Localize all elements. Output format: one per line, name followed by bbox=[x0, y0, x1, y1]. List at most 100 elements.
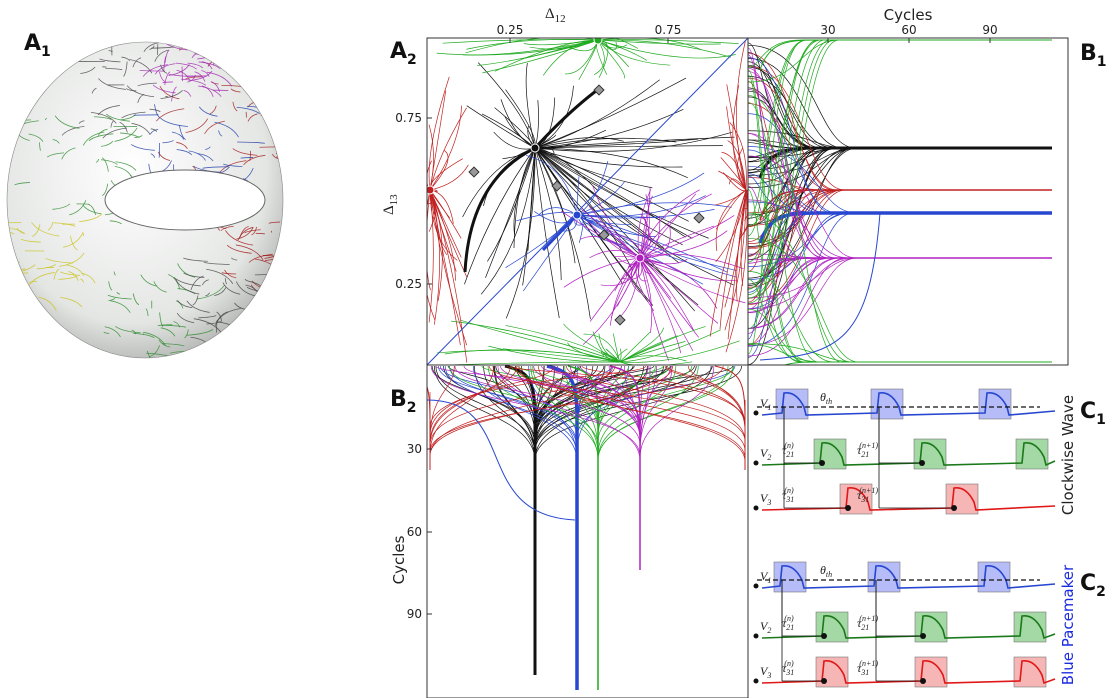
trajectory bbox=[741, 189, 748, 236]
flow-line bbox=[280, 132, 283, 136]
trajectory bbox=[639, 257, 688, 265]
flow-line bbox=[176, 312, 195, 324]
flow-line bbox=[237, 141, 265, 144]
x-tick-label: 30 bbox=[820, 23, 835, 37]
trajectory bbox=[485, 147, 536, 278]
trajectory bbox=[534, 147, 653, 189]
trace bbox=[497, 365, 641, 539]
flow-line bbox=[264, 297, 283, 311]
trajectory bbox=[639, 257, 694, 351]
flow-line bbox=[91, 87, 97, 94]
panel-letter: C bbox=[1080, 399, 1096, 424]
threshold-label: θth bbox=[820, 390, 832, 406]
delay-base: τ bbox=[782, 488, 787, 502]
trajectory bbox=[639, 257, 670, 361]
trajectory bbox=[429, 189, 468, 278]
trace-label-base: V bbox=[760, 446, 769, 460]
trajectory bbox=[534, 136, 735, 149]
flow-line bbox=[69, 200, 87, 216]
flow-line bbox=[224, 269, 237, 279]
flow-line bbox=[29, 281, 38, 283]
flow-line bbox=[46, 152, 64, 158]
flow-line bbox=[143, 331, 166, 346]
b1-frame bbox=[747, 37, 1069, 366]
trajectory bbox=[534, 147, 696, 312]
flow-line bbox=[160, 90, 183, 100]
time-series-right bbox=[748, 39, 1052, 365]
trace-label-sub: 2 bbox=[767, 626, 771, 635]
flow-line bbox=[245, 284, 257, 292]
trace bbox=[748, 308, 1052, 363]
trace bbox=[759, 189, 1052, 221]
trace-label-base: V bbox=[760, 569, 769, 583]
side-label: Blue Pacemaker bbox=[1059, 564, 1077, 685]
trace bbox=[546, 365, 579, 690]
flow-line bbox=[0, 236, 6, 238]
trace bbox=[748, 39, 1052, 263]
delay-sub: 31 bbox=[860, 668, 869, 677]
trajectory bbox=[576, 195, 706, 217]
delay-dot bbox=[821, 678, 827, 684]
trace bbox=[748, 147, 1052, 219]
flow-line bbox=[134, 135, 143, 139]
trace bbox=[748, 88, 1052, 259]
flow-line bbox=[173, 321, 181, 328]
trace-label: V3 bbox=[760, 491, 771, 507]
delay-sup: (n+1) bbox=[859, 441, 878, 450]
trajectory bbox=[612, 333, 621, 363]
flow-line bbox=[251, 226, 257, 236]
trace bbox=[748, 257, 1052, 310]
trajectory bbox=[639, 194, 650, 259]
panel-sub: 2 bbox=[407, 52, 417, 68]
flow-line bbox=[265, 277, 275, 282]
trace bbox=[748, 65, 1052, 191]
trajectory bbox=[451, 320, 621, 363]
trajectory bbox=[715, 189, 747, 252]
flow-line bbox=[156, 108, 185, 122]
trace bbox=[565, 365, 746, 441]
flow-line bbox=[88, 133, 114, 141]
trajectory bbox=[429, 189, 462, 258]
flow-line bbox=[119, 121, 128, 133]
trajectory bbox=[580, 208, 641, 259]
voltage-trace bbox=[761, 486, 1056, 511]
trajectory bbox=[436, 39, 599, 56]
trace-label: V1 bbox=[760, 396, 771, 412]
flow-line bbox=[59, 252, 85, 267]
flow-line bbox=[205, 146, 211, 150]
fixed-point bbox=[530, 143, 540, 153]
flow-line bbox=[268, 221, 281, 224]
trajectory bbox=[576, 214, 704, 285]
panel-letter: C bbox=[1080, 571, 1096, 596]
trajectory bbox=[428, 76, 450, 191]
flow-line bbox=[181, 66, 184, 82]
trace bbox=[748, 147, 1052, 185]
flow-line bbox=[100, 140, 114, 147]
trace-start bbox=[753, 678, 759, 684]
trajectory bbox=[534, 79, 660, 149]
flow-line bbox=[187, 74, 197, 83]
trajectory bbox=[516, 212, 578, 222]
trajectory bbox=[725, 189, 748, 353]
trace bbox=[597, 365, 664, 679]
flow-line bbox=[20, 238, 41, 243]
trajectory bbox=[560, 210, 641, 259]
trace bbox=[748, 212, 1052, 363]
trace bbox=[748, 44, 1052, 149]
trajectory bbox=[477, 62, 536, 149]
flow-line bbox=[116, 291, 120, 295]
flow-line bbox=[251, 328, 262, 332]
trajectory bbox=[534, 147, 693, 239]
panel-label: A1 bbox=[24, 31, 51, 60]
trace bbox=[748, 257, 1052, 313]
panel-sub: 1 bbox=[41, 44, 51, 60]
flow-line bbox=[154, 104, 161, 119]
flow-line bbox=[194, 71, 206, 82]
flow-line bbox=[168, 73, 195, 77]
trace bbox=[759, 212, 881, 361]
trajectory bbox=[619, 340, 740, 363]
flow-line bbox=[162, 140, 174, 144]
flow-line bbox=[186, 329, 214, 336]
diagonal bbox=[427, 38, 748, 365]
trace bbox=[597, 365, 677, 647]
